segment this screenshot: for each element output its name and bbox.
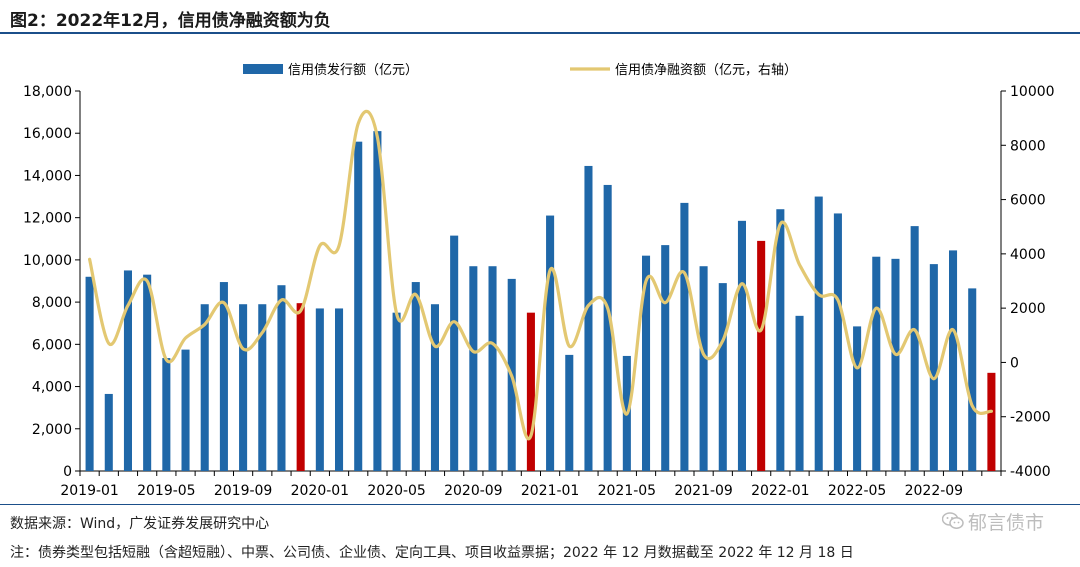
right-tick-label: 2000 <box>1010 301 1046 317</box>
footer-divider <box>0 504 1080 505</box>
bar <box>853 326 862 471</box>
left-tick-label: 14,000 <box>23 168 72 184</box>
bar <box>450 235 459 471</box>
bar <box>488 266 497 471</box>
bar <box>910 226 919 471</box>
credit-bond-chart: 信用债发行额（亿元） 信用债净融资额（亿元，右轴） 0 2,000 4,000 6,00… <box>23 62 1055 499</box>
bar <box>219 282 228 471</box>
bar <box>968 288 977 471</box>
bar <box>642 255 651 471</box>
x-tick-label: 2022-05 <box>828 483 887 499</box>
x-tick-label: 2020-01 <box>291 483 350 499</box>
right-tick-label: -4000 <box>1010 464 1051 480</box>
bar <box>929 264 938 471</box>
chart-title: 图2：2022年12月，信用债净融资额为负 <box>10 11 331 31</box>
bar <box>143 274 152 471</box>
data-note: 注：债券类型包括短融（含超短融）、中票、公司债、企业债、定向工具、项目收益票据；… <box>10 545 854 561</box>
left-tick-label: 12,000 <box>23 211 72 227</box>
left-tick-label: 16,000 <box>23 126 72 142</box>
bar <box>661 245 670 471</box>
bar <box>200 304 209 471</box>
bar <box>891 258 900 471</box>
wechat-icon <box>941 512 964 535</box>
issuance-bars <box>85 131 996 472</box>
bar <box>795 315 804 471</box>
title-divider <box>0 32 1080 34</box>
x-tick-label: 2019-09 <box>214 483 273 499</box>
bar <box>354 141 363 471</box>
left-tick-label: 0 <box>63 464 72 480</box>
x-tick-label: 2021-09 <box>674 483 733 499</box>
x-tick-label: 2021-01 <box>521 483 580 499</box>
left-tick-label: 6,000 <box>32 337 72 353</box>
net-financing-path <box>87 109 994 441</box>
legend-bar-swatch <box>243 64 283 74</box>
bar <box>239 304 248 471</box>
bar <box>814 196 823 472</box>
bar <box>776 209 785 471</box>
bar <box>546 215 555 471</box>
right-tick-label: 10000 <box>1010 84 1055 100</box>
bar <box>718 283 727 471</box>
bar <box>987 372 996 471</box>
legend-line-label: 信用债净融资额（亿元，右轴） <box>615 63 797 78</box>
x-tick-label: 2021-05 <box>598 483 657 499</box>
bar <box>123 270 132 471</box>
right-tick-label: 8000 <box>1010 138 1046 154</box>
bar <box>469 266 478 471</box>
bar <box>430 304 439 471</box>
bar <box>833 213 842 471</box>
left-tick-label: 18,000 <box>23 84 72 100</box>
bar <box>277 285 286 471</box>
bar <box>737 220 746 471</box>
net-financing-line <box>87 109 994 441</box>
bar <box>181 349 190 471</box>
watermark: 郁言债市 <box>941 508 1044 535</box>
bar <box>565 354 574 471</box>
bar <box>699 266 708 471</box>
bar <box>757 240 766 471</box>
axes <box>75 90 1006 476</box>
x-tick-label: 2022-09 <box>905 483 964 499</box>
legend-bar-label: 信用债发行额（亿元） <box>288 62 418 78</box>
right-tick-label: 6000 <box>1010 193 1046 209</box>
bar <box>411 282 420 471</box>
bar <box>526 312 535 471</box>
x-tick-label: 2019-05 <box>137 483 196 499</box>
left-tick-label: 2,000 <box>32 422 72 438</box>
tick-labels: 0 2,000 4,000 6,000 8,000 10,000 12,000 14,000 1… <box>23 84 1055 499</box>
x-tick-label: 2019-01 <box>60 483 119 499</box>
bar <box>584 165 593 471</box>
legend: 信用债发行额（亿元） 信用债净融资额（亿元，右轴） <box>243 62 797 78</box>
bar <box>258 304 267 471</box>
right-tick-label: 0 <box>1010 355 1019 371</box>
bar <box>162 358 171 471</box>
right-tick-label: -2000 <box>1010 410 1051 426</box>
data-source: 数据来源：Wind，广发证券发展研究中心 <box>10 516 270 532</box>
bar <box>85 276 94 471</box>
bar <box>104 393 113 471</box>
left-tick-label: 4,000 <box>32 380 72 396</box>
left-tick-label: 8,000 <box>32 295 72 311</box>
bar <box>296 303 305 471</box>
bar <box>335 308 344 471</box>
watermark-text: 郁言债市 <box>967 512 1044 534</box>
bar <box>373 131 382 471</box>
bar <box>949 250 958 471</box>
x-tick-label: 2020-09 <box>444 483 503 499</box>
bar <box>315 308 324 471</box>
x-tick-label: 2020-05 <box>367 483 426 499</box>
bar <box>680 202 689 471</box>
bar <box>392 312 401 471</box>
bar <box>603 184 612 471</box>
bar <box>872 256 881 471</box>
left-tick-label: 10,000 <box>23 253 72 269</box>
x-tick-label: 2022-01 <box>751 483 810 499</box>
right-tick-label: 4000 <box>1010 247 1046 263</box>
